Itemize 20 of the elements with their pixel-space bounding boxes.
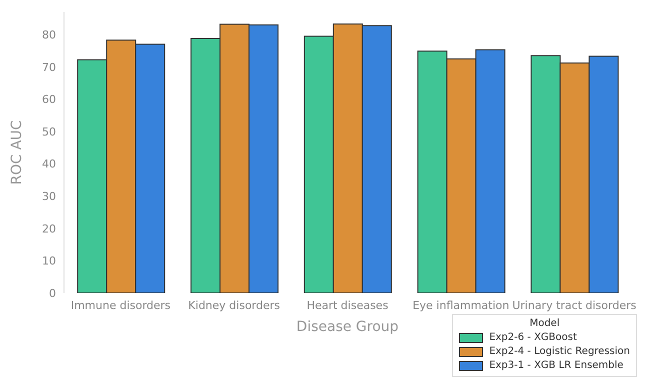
legend-title: Model <box>528 318 561 329</box>
x-tick-label: Heart diseases <box>306 298 389 312</box>
y-tick-label: 0 <box>49 286 56 300</box>
legend-label: Exp3-1 - XGB LR Ensemble <box>489 359 624 373</box>
y-tick-label: 10 <box>42 254 56 268</box>
x-axis-title: Disease Group <box>296 319 399 335</box>
x-tick-label: Urinary tract disorders <box>512 298 637 312</box>
legend-label: Exp2-4 - Logistic Regression <box>489 345 630 359</box>
y-tick-label: 80 <box>42 28 56 42</box>
y-tick-label: 70 <box>42 60 56 74</box>
legend-label: Exp2-6 - XGBoost <box>489 331 577 345</box>
y-tick-label: 30 <box>42 190 56 204</box>
y-tick-label: 40 <box>42 158 56 171</box>
y-tick-label: 20 <box>42 222 56 236</box>
y-tick-label: 60 <box>42 93 56 106</box>
y-tick-label: 50 <box>42 125 56 138</box>
y-axis-title: ROC AUC <box>8 120 25 185</box>
x-tick-label: Immune disorders <box>70 298 171 312</box>
x-tick-label: Eye inflammation <box>412 298 510 312</box>
x-tick-label: Kidney disorders <box>188 298 280 312</box>
